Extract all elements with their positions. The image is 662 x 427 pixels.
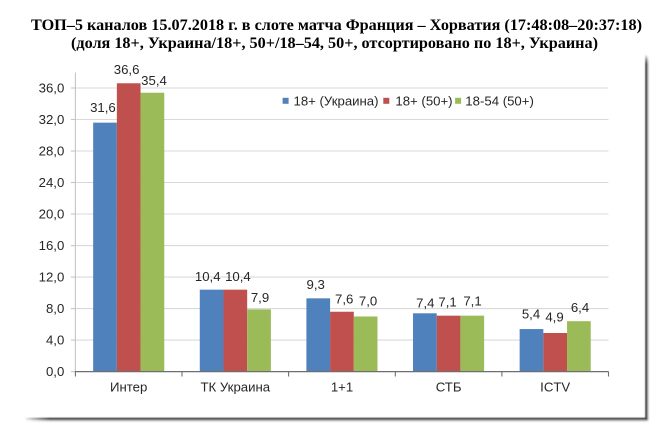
svg-text:18+ (Украина): 18+ (Украина) <box>294 93 379 108</box>
svg-text:7,1: 7,1 <box>463 294 481 309</box>
svg-text:7,0: 7,0 <box>359 293 377 308</box>
svg-text:10,4: 10,4 <box>225 269 251 284</box>
svg-text:28,0: 28,0 <box>39 144 65 159</box>
svg-text:1+1: 1+1 <box>331 380 353 395</box>
svg-text:36,6: 36,6 <box>114 62 140 77</box>
svg-text:5,4: 5,4 <box>522 307 540 322</box>
svg-text:24,0: 24,0 <box>39 175 65 190</box>
svg-text:4,9: 4,9 <box>545 310 563 325</box>
svg-text:35,4: 35,4 <box>141 73 167 88</box>
svg-text:16,0: 16,0 <box>39 238 65 253</box>
svg-text:32,0: 32,0 <box>39 112 65 127</box>
svg-text:(доля 18+, Украина/18+, 50+/18: (доля 18+, Украина/18+, 50+/18–54, 50+, … <box>71 34 598 52</box>
svg-text:12,0: 12,0 <box>39 270 65 285</box>
svg-text:4,0: 4,0 <box>46 333 64 348</box>
svg-text:7,4: 7,4 <box>416 296 434 311</box>
svg-text:7,6: 7,6 <box>335 291 353 306</box>
svg-text:8,0: 8,0 <box>46 301 64 316</box>
svg-text:ТК Украина: ТК Украина <box>200 380 270 395</box>
svg-text:18+ (50+): 18+ (50+) <box>395 93 452 108</box>
svg-text:ICTV: ICTV <box>540 380 570 395</box>
svg-text:Интер: Интер <box>110 380 147 395</box>
svg-text:6,4: 6,4 <box>571 300 589 315</box>
svg-text:0,0: 0,0 <box>46 364 64 379</box>
svg-text:31,6: 31,6 <box>90 100 116 115</box>
svg-text:СТБ: СТБ <box>436 380 462 395</box>
svg-text:7,1: 7,1 <box>438 295 456 310</box>
svg-text:10,4: 10,4 <box>195 269 221 284</box>
svg-text:36,0: 36,0 <box>39 81 65 96</box>
svg-text:18-54 (50+): 18-54 (50+) <box>465 93 534 108</box>
svg-text:ТОП–5 каналов 15.07.2018 г. в: ТОП–5 каналов 15.07.2018 г. в слоте матч… <box>31 16 642 34</box>
svg-text:20,0: 20,0 <box>39 207 65 222</box>
svg-text:9,3: 9,3 <box>307 277 325 292</box>
svg-text:7,9: 7,9 <box>251 290 269 305</box>
